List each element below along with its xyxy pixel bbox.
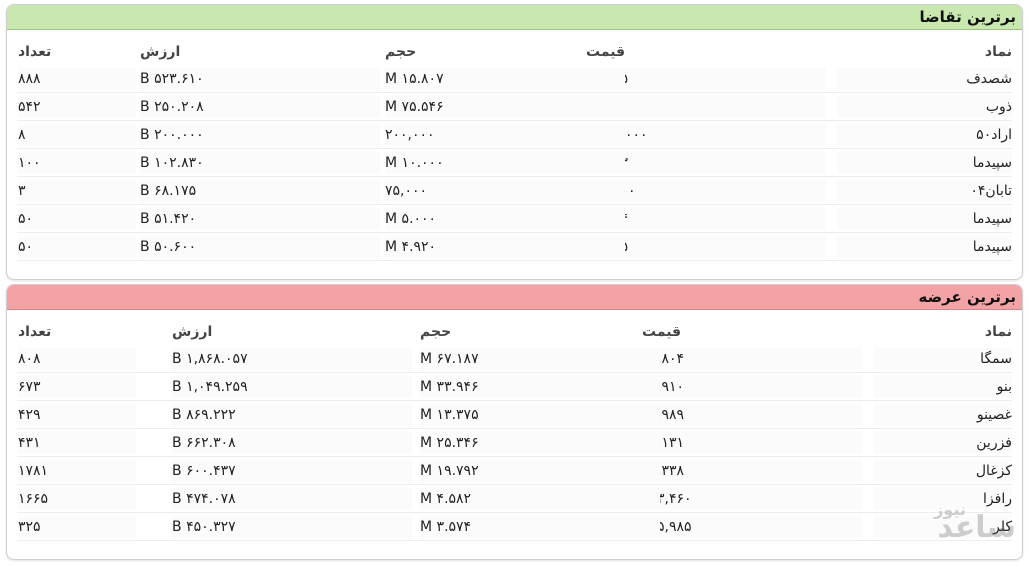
table-header-row: نماد قیمت حجم ارزش تعداد xyxy=(17,318,1012,345)
symbol-cell: کلر xyxy=(874,516,1012,538)
volume-cell: ۷۵.۵۴۶ M xyxy=(385,96,625,118)
symbol-cell: سمگا xyxy=(874,348,1012,370)
symbol-cell: سپیدما xyxy=(837,236,1012,258)
value-cell: ۲۰۰.۰۰۰ B xyxy=(140,124,380,146)
header-symbol: نماد xyxy=(984,44,1012,60)
price-cell: ۱۰۳,۴۶۰ xyxy=(642,488,862,510)
table-row[interactable]: بنو ۳۰,۹۱۰ ۳۳.۹۴۶ M ۱,۰۴۹.۲۵۹ B ۶۷۳ xyxy=(17,373,1012,401)
value-cell: ۶۰۰.۴۳۷ B xyxy=(172,460,412,482)
header-value: ارزش xyxy=(140,44,181,60)
volume-cell: ۵.۰۰۰ M xyxy=(385,208,625,230)
count-cell: ۱۷۸۱ xyxy=(18,460,136,482)
volume-cell: ۱۳.۳۷۵ M xyxy=(420,404,660,426)
value-cell: ۱,۸۶۸.۰۵۷ B xyxy=(172,348,412,370)
value-cell: ۴۷۴.۰۷۸ B xyxy=(172,488,412,510)
count-cell: ۱۶۶۵ xyxy=(18,488,136,510)
value-cell: ۶۸.۱۷۵ B xyxy=(140,180,380,202)
value-cell: ۵۰.۶۰۰ B xyxy=(140,236,380,258)
symbol-cell: فزرین xyxy=(874,432,1012,454)
count-cell: ۸ xyxy=(18,124,136,146)
table-header-row: نماد قیمت حجم ارزش تعداد xyxy=(17,38,1012,65)
volume-cell: ۲۰۰,۰۰۰ xyxy=(385,124,625,146)
count-cell: ۳ xyxy=(18,180,136,202)
count-cell: ۳۲۵ xyxy=(18,516,136,538)
top-supply-panel: برترین عرضه نماد قیمت حجم ارزش تعداد سمگ… xyxy=(6,284,1023,560)
volume-cell: ۱۵.۸۰۷ M xyxy=(385,68,625,90)
value-cell: ۶۶۲.۳۰۸ B xyxy=(172,432,412,454)
count-cell: ۸۸۸ xyxy=(18,68,136,90)
header-price: قیمت xyxy=(586,44,626,60)
volume-cell: ۴.۹۲۰ M xyxy=(385,236,625,258)
symbol-cell: بنو xyxy=(874,376,1012,398)
table-row[interactable]: فزرین ۲۶,۱۳۱ ۲۵.۳۴۶ M ۶۶۲.۳۰۸ B ۴۳۱ xyxy=(17,429,1012,457)
count-cell: ۵۰ xyxy=(18,236,136,258)
header-volume: حجم xyxy=(420,324,452,340)
volume-cell: ۱۹.۷۹۲ M xyxy=(420,460,660,482)
table-row[interactable]: کلر ۱۲۵,۹۸۵ ۳.۵۷۴ M ۴۵۰.۳۲۷ B ۳۲۵ xyxy=(17,513,1012,541)
count-cell: ۵۰ xyxy=(18,208,136,230)
price-cell: ۲۷,۸۰۴ xyxy=(642,348,862,370)
volume-cell: ۲۵.۳۴۶ M xyxy=(420,432,660,454)
value-cell: ۸۶۹.۲۲۲ B xyxy=(172,404,412,426)
value-cell: ۱,۰۴۹.۲۵۹ B xyxy=(172,376,412,398)
header-count: تعداد xyxy=(18,324,52,340)
price-cell: ۳۰,۳۳۸ xyxy=(642,460,862,482)
price-cell: ۲۶,۱۳۱ xyxy=(642,432,862,454)
top-demand-table: نماد قیمت حجم ارزش تعداد شصدف۳۳,۱۲۵۱۵.۸۰… xyxy=(7,30,1022,261)
value-cell: ۵۱.۴۲۰ B xyxy=(140,208,380,230)
volume-cell: ۱۰.۰۰۰ M xyxy=(385,152,625,174)
symbol-cell: رافزا xyxy=(874,488,1012,510)
symbol-cell: سپیدما xyxy=(837,208,1012,230)
volume-cell: ۳.۵۷۴ M xyxy=(420,516,660,538)
count-cell: ۶۷۳ xyxy=(18,376,136,398)
volume-cell: ۳۳.۹۴۶ M xyxy=(420,376,660,398)
top-demand-panel: برترین تقاضا نماد قیمت حجم ارزش تعداد شص… xyxy=(6,4,1023,280)
symbol-cell: ذوب xyxy=(837,96,1012,118)
symbol-cell: تابان۰۴ xyxy=(837,180,1012,202)
top-demand-title: برترین تقاضا xyxy=(7,5,1022,30)
volume-cell: ۶۷.۱۸۷ M xyxy=(420,348,660,370)
header-price: قیمت xyxy=(642,324,682,340)
volume-cell: ۴.۵۸۲ M xyxy=(420,488,660,510)
volume-cell: ۷۵,۰۰۰ xyxy=(385,180,625,202)
header-count: تعداد xyxy=(18,44,52,60)
count-cell: ۵۴۲ xyxy=(18,96,136,118)
table-row[interactable]: سمگا ۲۷,۸۰۴ ۶۷.۱۸۷ M ۱,۸۶۸.۰۵۷ B ۸۰۸ xyxy=(17,345,1012,373)
symbol-cell: شصدف xyxy=(837,68,1012,90)
count-cell: ۸۰۸ xyxy=(18,348,136,370)
header-volume: حجم xyxy=(385,44,417,60)
price-cell: ۶۴,۹۸۹ xyxy=(642,404,862,426)
price-cell: ۱۲۵,۹۸۵ xyxy=(642,516,862,538)
price-cell: ۳۰,۹۱۰ xyxy=(642,376,862,398)
value-cell: ۴۵۰.۳۲۷ B xyxy=(172,516,412,538)
symbol-cell: اراد۵۰ xyxy=(837,124,1012,146)
symbol-cell: کزغال xyxy=(874,460,1012,482)
symbol-cell: غصینو xyxy=(874,404,1012,426)
count-cell: ۴۲۹ xyxy=(18,404,136,426)
table-row[interactable]: رافزا ۱۰۳,۴۶۰ ۴.۵۸۲ M ۴۷۴.۰۷۸ B ۱۶۶۵ xyxy=(17,485,1012,513)
top-supply-table: نماد قیمت حجم ارزش تعداد سمگا ۲۷,۸۰۴ ۶۷.۱۸… xyxy=(7,310,1022,541)
top-supply-title: برترین عرضه xyxy=(7,285,1022,310)
value-cell: ۱۰۲.۸۳۰ B xyxy=(140,152,380,174)
table-row[interactable]: کزغال ۳۰,۳۳۸ ۱۹.۷۹۲ M ۶۰۰.۴۳۷ B ۱۷۸۱ xyxy=(17,457,1012,485)
count-cell: ۴۳۱ xyxy=(18,432,136,454)
value-cell: ۵۲۳.۶۱۰ B xyxy=(140,68,380,90)
header-symbol: نماد xyxy=(984,324,1012,340)
value-cell: ۲۵۰.۲۰۸ B xyxy=(140,96,380,118)
table-row[interactable]: غصینو ۶۴,۹۸۹ ۱۳.۳۷۵ M ۸۶۹.۲۲۲ B ۴۲۹ xyxy=(17,401,1012,429)
header-value: ارزش xyxy=(172,324,213,340)
symbol-cell: سپیدما xyxy=(837,152,1012,174)
count-cell: ۱۰۰ xyxy=(18,152,136,174)
